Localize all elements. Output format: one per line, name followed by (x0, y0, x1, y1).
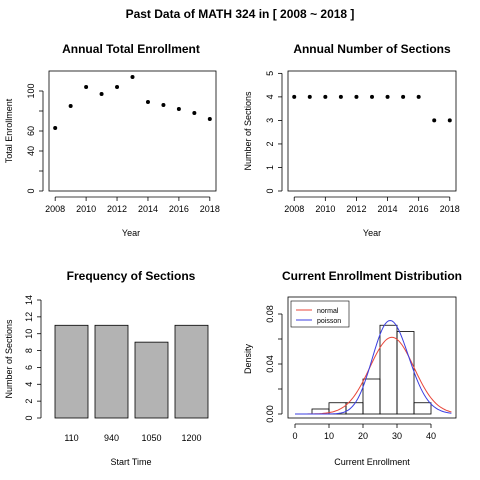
plot-box-total-enrollment (48, 70, 217, 192)
x-axis-label-frequency: Start Time (110, 457, 151, 467)
y-tick-label: 4 (24, 382, 34, 387)
x-tick-label: 2008 (284, 204, 304, 214)
y-axis-label-distribution: Density (243, 343, 253, 374)
data-point (432, 118, 437, 123)
data-point (323, 94, 328, 99)
x-tick-label: 2008 (45, 204, 65, 214)
x-axis-label-distribution: Current Enrollment (334, 457, 410, 467)
y-tick-label: 10 (24, 329, 34, 339)
x-tick-label: 110 (64, 433, 78, 443)
y-tick-label: 14 (24, 295, 34, 305)
x-tick-label: 2018 (200, 204, 220, 214)
y-tick-label: 8 (24, 348, 34, 353)
x-tick-label: 30 (392, 431, 402, 441)
bar (174, 324, 209, 419)
data-point (447, 118, 452, 123)
panel-title-total-enrollment: Annual Total Enrollment (62, 42, 200, 56)
x-tick-label: 2016 (409, 204, 429, 214)
panel-frequency-of-sections: Frequency of Sections Start Time Number … (4, 269, 209, 467)
y-axis-label-annual-sections: Number of Sections (243, 91, 253, 171)
histogram-bar (413, 402, 432, 415)
x-tick-label: 20 (358, 431, 368, 441)
y-tick-label: 4 (265, 94, 275, 99)
x-tick-label: 940 (104, 433, 119, 443)
x-tick-label: 2010 (315, 204, 335, 214)
x-tick-label: 2014 (378, 204, 398, 214)
bar (54, 324, 89, 419)
y-tick-label: 1 (265, 165, 275, 170)
histogram-bar (362, 378, 381, 415)
y-tick-label: 60 (26, 126, 36, 136)
y-axis-label-total-enrollment: Total Enrollment (4, 98, 14, 163)
legend-label-poisson: poisson (317, 318, 341, 325)
data-point (207, 117, 212, 121)
data-point (354, 94, 359, 99)
y-tick-label: 0.00 (265, 405, 275, 423)
data-point (401, 94, 406, 99)
x-tick-label: 1050 (141, 433, 161, 443)
histogram-bar (396, 331, 415, 415)
bar (94, 324, 129, 419)
data-point (68, 104, 73, 108)
data-point (145, 100, 150, 104)
plot-box-distribution (287, 296, 457, 419)
x-tick-label: 1200 (181, 433, 201, 443)
x-tick-label: 40 (426, 431, 436, 441)
data-point (370, 94, 374, 99)
data-point (53, 126, 58, 130)
legend-label-normal: normal (317, 308, 339, 315)
y-tick-label: 12 (24, 312, 34, 322)
data-point (130, 75, 135, 79)
x-tick-label: 2012 (107, 204, 127, 214)
data-point (385, 94, 390, 99)
data-point (416, 94, 421, 99)
x-tick-label: 2016 (169, 204, 189, 214)
x-tick-label: 0 (292, 431, 297, 441)
y-tick-label: 0 (26, 188, 36, 193)
data-point (161, 103, 166, 107)
bar (134, 341, 169, 419)
y-tick-label: 0.08 (265, 305, 275, 323)
x-axis-label-annual-sections: Year (363, 228, 381, 238)
poisson-curve (295, 319, 452, 415)
data-point (338, 94, 343, 99)
panel-annual-total-enrollment: Annual Total Enrollment Year Total Enrol… (4, 42, 220, 238)
y-tick-label: 0 (24, 415, 34, 420)
y-tick-label: 2 (265, 141, 275, 146)
y-tick-label: 2 (24, 399, 34, 404)
data-point (84, 85, 89, 89)
panel-annual-sections: Annual Number of Sections Year Number of… (243, 42, 460, 238)
data-point (192, 111, 197, 115)
panel-title-annual-sections: Annual Number of Sections (293, 42, 451, 56)
y-tick-label: 100 (26, 83, 36, 98)
data-point (292, 94, 297, 99)
data-point (115, 85, 120, 89)
x-tick-label: 10 (324, 431, 334, 441)
y-tick-label: 0 (265, 188, 275, 193)
data-point (99, 92, 104, 96)
legend: normal poisson (290, 300, 350, 328)
y-tick-label: 6 (24, 365, 34, 370)
x-axis-label-total-enrollment: Year (122, 228, 140, 238)
data-point (307, 94, 312, 99)
y-axis-label-frequency: Number of Sections (4, 319, 14, 399)
data-point (176, 107, 181, 111)
y-tick-label: 40 (26, 146, 36, 156)
x-tick-label: 2018 (440, 204, 460, 214)
y-tick-label: 0.04 (265, 355, 275, 373)
panel-title-frequency: Frequency of Sections (67, 269, 196, 283)
x-tick-label: 2010 (76, 204, 96, 214)
y-tick-label: 3 (265, 118, 275, 123)
plot-box-annual-sections (287, 70, 457, 192)
legend-box (290, 300, 350, 328)
panel-title-distribution: Current Enrollment Distribution (282, 269, 462, 283)
figure-title: Past Data of MATH 324 in [ 2008 ~ 2018 ] (126, 7, 355, 21)
y-tick-label: 5 (265, 71, 275, 76)
panel-enrollment-distribution: Current Enrollment Distribution Current … (243, 269, 462, 467)
x-tick-label: 2012 (346, 204, 366, 214)
x-tick-label: 2014 (138, 204, 158, 214)
